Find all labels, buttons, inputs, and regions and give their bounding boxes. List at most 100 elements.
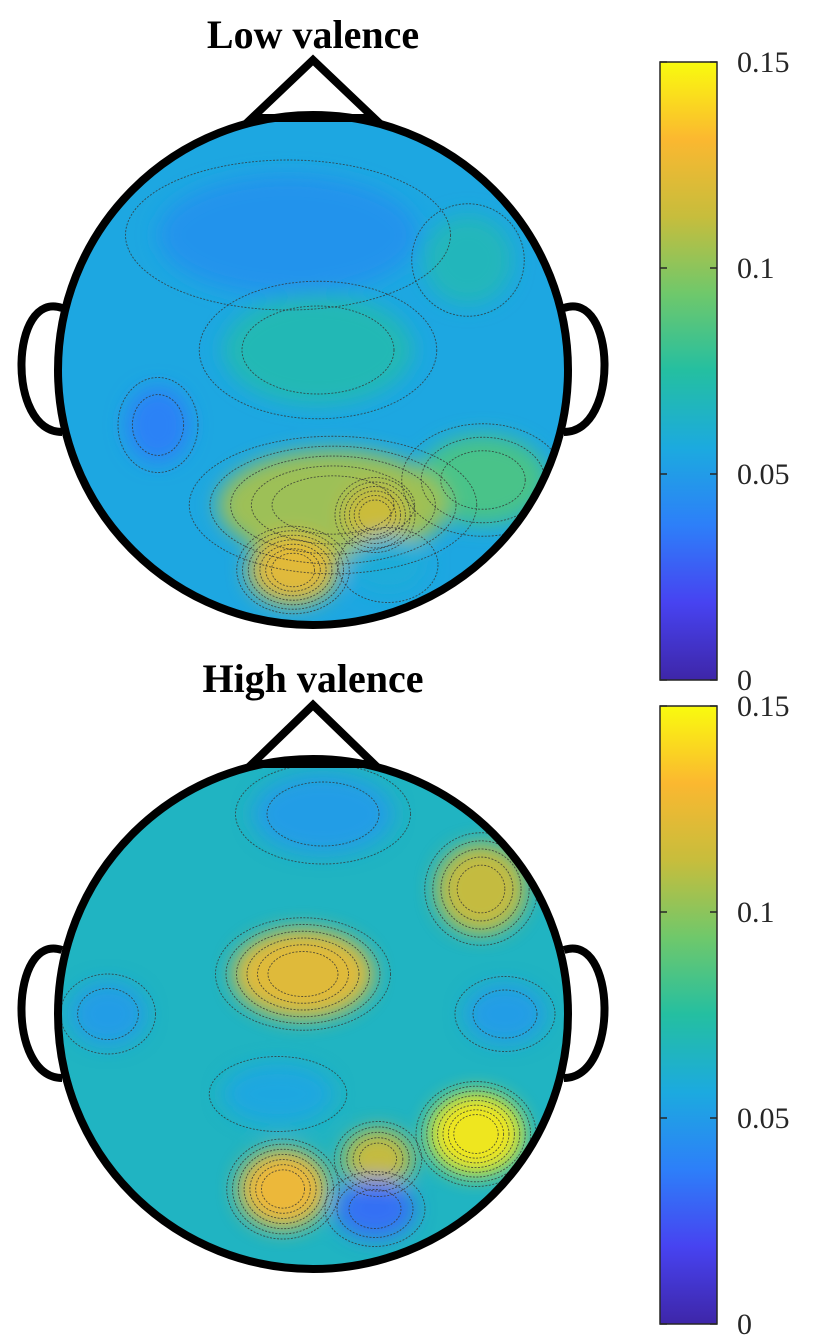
activity-region [343,485,407,545]
head-outline [54,755,572,1273]
contour-line [261,1169,305,1209]
contour-line [241,305,395,395]
left-ear-outline [17,944,64,1082]
contour-line [271,552,315,588]
activity-region [253,774,393,854]
activity-region [238,1149,328,1229]
high-valence-panel: High valence 0 0.05 0.1 0.15 [17,656,790,1340]
contour-line [411,203,525,317]
colorbar-tick-label: 0.15 [737,46,790,79]
contour-line [259,543,327,597]
colorbar-tick-label: 0.05 [737,1102,790,1135]
contour-line [352,1137,404,1181]
activity-region [223,1064,333,1124]
contour-line [426,1090,526,1178]
contour-line [208,1056,348,1132]
contour-line [266,781,380,847]
contour-line [456,864,506,914]
contour-line [255,1164,311,1214]
colorbar-tick-label: 0.15 [737,690,790,723]
contour-line [249,1159,317,1219]
right-ear-outline [562,302,609,436]
colorbar: 0 0.05 0.1 0.15 [659,46,790,697]
low-valence-title: Low valence [207,12,419,57]
activity-region [418,435,548,525]
contour-line [247,534,339,606]
contour-line [243,1153,323,1225]
contour-line [188,435,478,575]
high-valence-title: High valence [202,656,423,701]
activity-region [223,295,413,405]
activity-region [248,535,338,605]
contour-line [237,1148,329,1230]
scalp-color-field [58,115,568,625]
head-map [17,699,609,1273]
colorbar-tick-label: 0.05 [737,458,790,491]
contour-line [226,1138,340,1240]
contour-line [432,840,530,938]
contour-line [453,1114,499,1154]
low-valence-panel: Low valence 0 0.05 0.1 0.15 [17,12,790,697]
colorbar-gradient [660,706,717,1324]
contour-line [353,495,397,535]
nose-outline [242,699,384,768]
contour-line [215,917,391,1031]
activity-region [335,1179,415,1239]
contour-line [440,450,526,510]
contour-line [324,1171,426,1247]
contour-line [198,280,438,420]
contour-line [77,987,139,1041]
activity-region [348,535,428,595]
contour-line [344,486,406,544]
contour-line [420,1085,532,1183]
contour-line [242,530,344,610]
contour-line [348,1189,402,1229]
contour-line [209,445,457,565]
contour-line [333,1121,423,1197]
contour-line [257,944,349,1004]
contour-line [337,527,439,603]
contour-line [230,455,436,555]
contour-line [448,856,514,922]
contour-line [246,937,360,1011]
contour-line [359,1142,398,1176]
activity-region [423,215,513,305]
contour-line [447,1109,505,1159]
contour-line [117,377,199,473]
contour-line [440,848,522,930]
contour-lines [60,763,556,1247]
head-outline [54,111,572,629]
colorbar-tick-label: 0 [737,664,752,697]
activity-region [70,982,146,1046]
contour-line [253,539,333,601]
activity-region [428,1092,524,1176]
activity-region [465,984,545,1044]
colorbar-frame [659,705,718,1325]
activity-region [126,387,190,463]
colorbar-tick-label: 0.1 [737,896,775,929]
contour-line [437,1099,515,1169]
contour-line [265,548,321,592]
contour-line [346,1131,410,1187]
contour-line [225,924,381,1024]
colorbar-gradient [660,62,717,680]
colorbar-frame [659,61,718,681]
contour-line [339,481,411,549]
colorbar-tick-label: 0 [737,1308,752,1340]
contour-line [431,1095,521,1173]
head-map [17,54,609,629]
contour-line [358,499,392,531]
contour-line [340,1126,416,1192]
nose-outline [241,54,385,122]
contour-line [348,490,402,540]
contour-line [472,989,538,1039]
contour-line [131,394,185,456]
contour-line [250,465,416,545]
contour-line [236,930,370,1018]
contour-line [267,951,339,997]
left-ear-outline [17,302,64,436]
contour-line [236,525,350,615]
contour-line [271,475,395,535]
activity-region [158,175,418,295]
